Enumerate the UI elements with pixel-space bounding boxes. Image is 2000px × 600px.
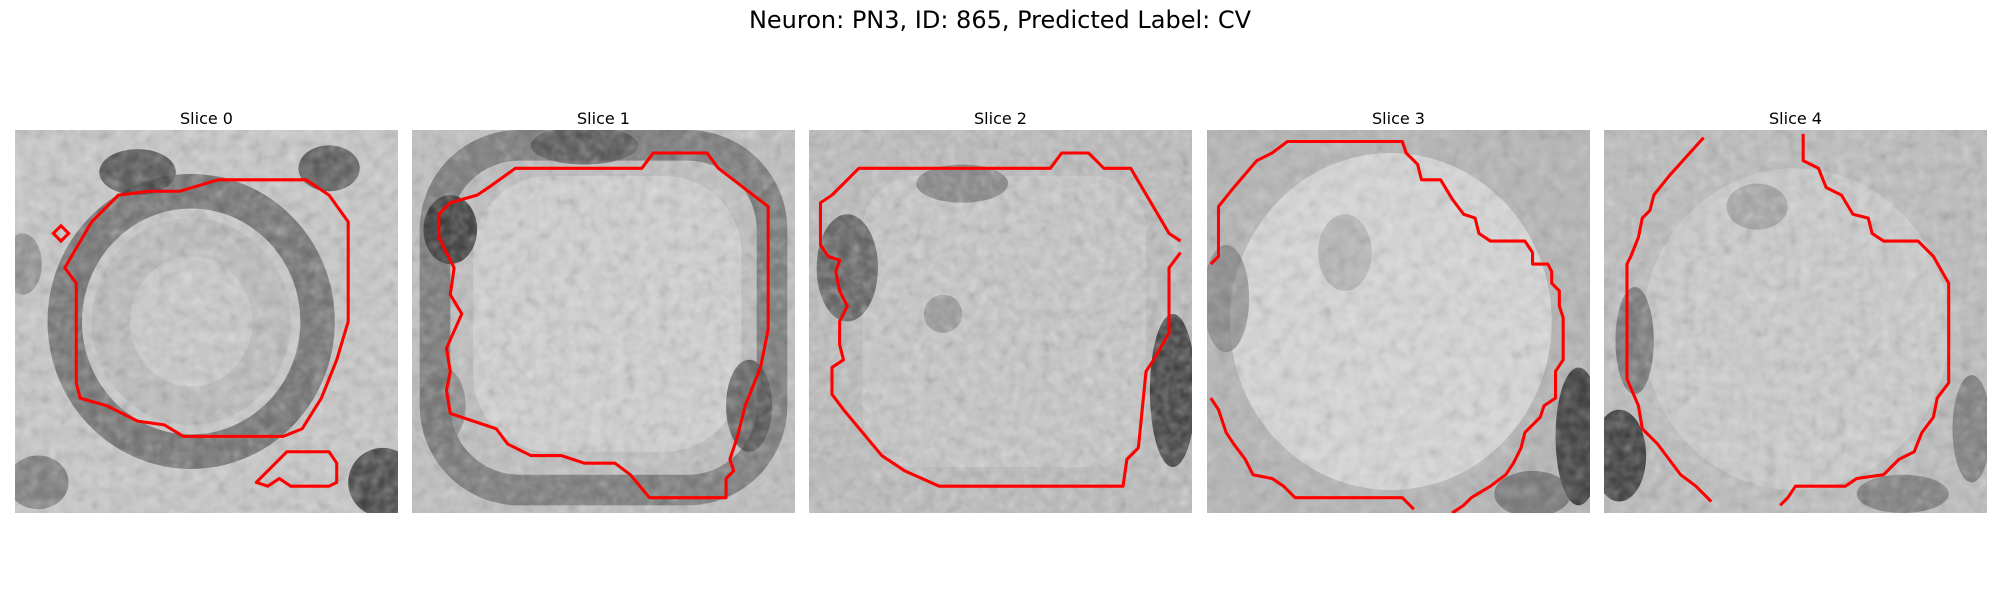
slice-title-3: Slice 3: [1372, 109, 1425, 128]
slice-panel-4: Slice 4: [1604, 108, 1987, 513]
slice-image-4: [1604, 130, 1987, 513]
slice-render-3: [1207, 130, 1590, 513]
figure-title: Neuron: PN3, ID: 865, Predicted Label: C…: [748, 6, 1252, 34]
slice-render-0: [15, 130, 398, 513]
slice-panel-1: Slice 1: [412, 108, 795, 513]
slice-render-1: [412, 130, 795, 513]
slice-image-0: [15, 130, 398, 513]
slice-render-2: [809, 130, 1192, 513]
slice-image-1: [412, 130, 795, 513]
slice-image-2: [809, 130, 1192, 513]
slice-render-4: [1604, 130, 1987, 513]
slice-panel-2: Slice 2: [809, 108, 1192, 513]
slice-title-4: Slice 4: [1769, 109, 1822, 128]
slice-title-0: Slice 0: [180, 109, 233, 128]
slice-title-2: Slice 2: [974, 109, 1027, 128]
slice-panel-0: Slice 0: [15, 108, 398, 513]
slice-title-1: Slice 1: [577, 109, 630, 128]
slice-image-3: [1207, 130, 1590, 513]
slice-panel-3: Slice 3: [1207, 108, 1590, 513]
